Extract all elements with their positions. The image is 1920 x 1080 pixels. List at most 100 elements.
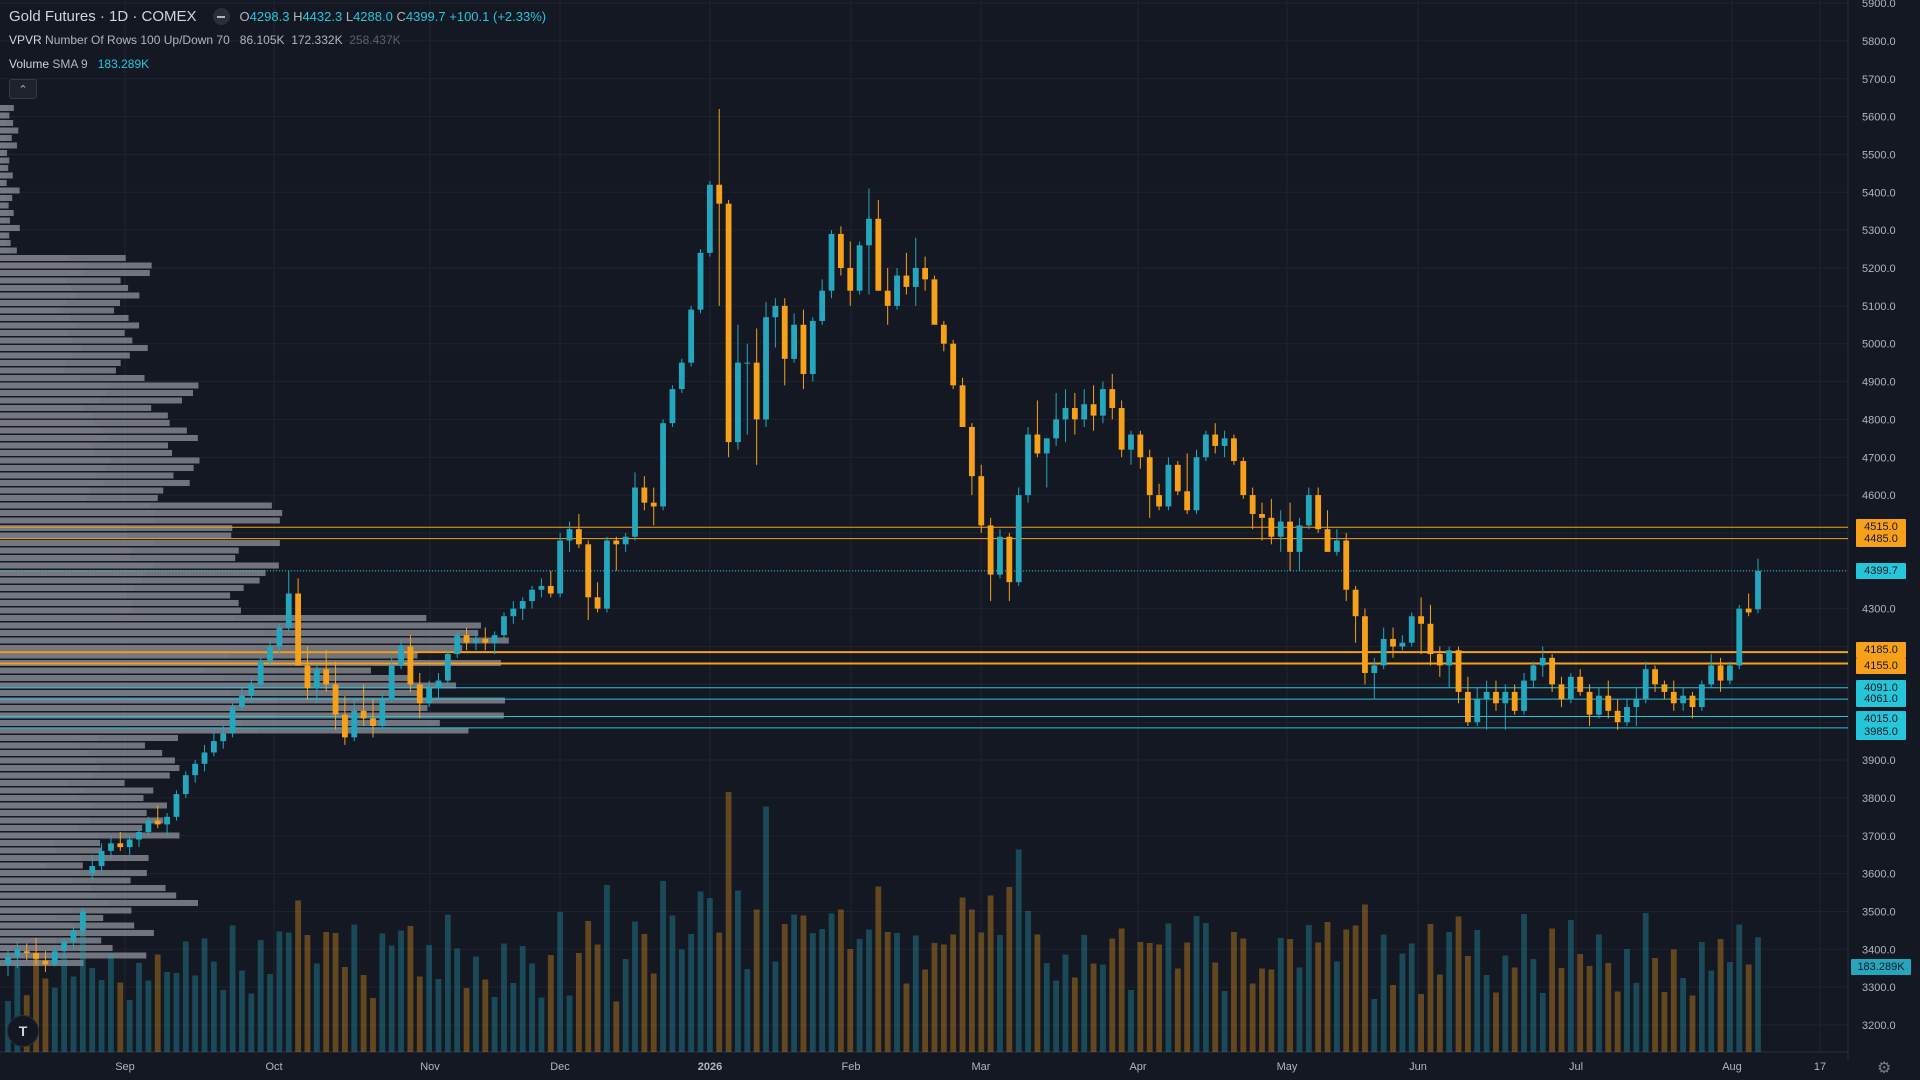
profile-row-up bbox=[0, 907, 73, 914]
candle-body bbox=[604, 540, 610, 609]
volume-bar bbox=[950, 934, 957, 1052]
volume-bar bbox=[145, 980, 152, 1052]
tradingview-logo[interactable]: T bbox=[7, 1015, 39, 1047]
profile-row-up bbox=[0, 352, 72, 359]
candle-body bbox=[866, 218, 872, 246]
profile-row-up bbox=[0, 630, 264, 636]
candle-body bbox=[1633, 699, 1640, 708]
volume-bar bbox=[1221, 991, 1228, 1052]
volume-bar bbox=[1034, 934, 1041, 1052]
price-tick-label: 3600.0 bbox=[1862, 869, 1896, 881]
profile-row-up bbox=[0, 127, 11, 134]
volume-bar bbox=[1586, 966, 1593, 1052]
time-tick-label: Mar bbox=[972, 1061, 991, 1073]
symbol-legend[interactable]: Gold Futures · 1D · COMEX O 4298.3 H 4432.… bbox=[9, 8, 546, 25]
candle-body bbox=[931, 279, 938, 325]
volume-bar bbox=[1259, 968, 1265, 1052]
candle-body bbox=[660, 423, 666, 507]
profile-row-up bbox=[0, 735, 98, 741]
vpvr-legend[interactable]: VPVR Number Of Rows 100 Up/Down 70 86.10… bbox=[9, 33, 401, 47]
candle-body bbox=[332, 684, 339, 715]
candle-body bbox=[285, 593, 292, 628]
volume-bar bbox=[809, 933, 816, 1052]
candle-body bbox=[1464, 691, 1471, 723]
profile-row-up bbox=[0, 157, 6, 164]
volume-bar bbox=[903, 983, 910, 1052]
volume-bar bbox=[1006, 887, 1013, 1052]
profile-row-up bbox=[0, 705, 236, 711]
profile-row-up bbox=[0, 457, 110, 464]
volume-legend[interactable]: Volume SMA 9 183.289K bbox=[9, 57, 149, 71]
candle-body bbox=[117, 843, 124, 848]
price-label: 183.289K bbox=[1851, 959, 1911, 975]
candle-body bbox=[501, 616, 507, 636]
candle-body bbox=[969, 426, 975, 477]
profile-row-up bbox=[0, 187, 11, 194]
logo-text: T bbox=[18, 1023, 28, 1039]
profile-row-up bbox=[0, 345, 82, 351]
candle-body bbox=[61, 941, 68, 952]
volume-bar bbox=[1146, 943, 1153, 1052]
volume-bar bbox=[295, 900, 302, 1052]
profile-row-up bbox=[0, 405, 84, 411]
candle-body bbox=[1202, 434, 1209, 458]
candle-body bbox=[903, 275, 910, 287]
time-axis[interactable]: Sep Oct Nov Dec 2026 Feb Mar Apr May Jun Jul Aug 17 bbox=[115, 1061, 1826, 1073]
profile-row-up bbox=[0, 375, 80, 381]
volume-bar bbox=[98, 980, 105, 1052]
candle-body bbox=[585, 544, 592, 598]
volume-bar bbox=[117, 982, 124, 1052]
volume-bar bbox=[1380, 934, 1387, 1052]
volume-name[interactable]: Volume bbox=[9, 57, 50, 71]
candle-body bbox=[1362, 616, 1368, 673]
chevron-up-icon: ⌃ bbox=[18, 83, 28, 96]
profile-row-up bbox=[0, 772, 94, 779]
volume-bar bbox=[1652, 958, 1658, 1052]
profile-row-up bbox=[0, 292, 77, 299]
volume-bar bbox=[257, 940, 264, 1052]
minus-icon[interactable] bbox=[212, 8, 230, 25]
vpvr-name[interactable]: VPVR bbox=[9, 33, 42, 47]
volume-bar bbox=[1521, 914, 1527, 1052]
price-axis[interactable]: 5900.0 5800.0 5700.0 5600.0 5500.0 5400.0 5300… bbox=[1862, 0, 1896, 1032]
price-label: 4155.0 bbox=[1856, 657, 1906, 674]
profile-row-up bbox=[0, 480, 105, 486]
profile-row-up bbox=[0, 390, 107, 396]
volume-bar bbox=[1464, 956, 1471, 1052]
candle-body bbox=[1071, 408, 1078, 420]
volume-bar bbox=[70, 976, 77, 1052]
volume-bar bbox=[482, 979, 489, 1052]
symbol-title[interactable]: Gold Futures · 1D · COMEX bbox=[9, 8, 197, 25]
candle-body bbox=[997, 536, 1003, 575]
candle-body bbox=[136, 831, 142, 840]
volume-bar bbox=[847, 949, 854, 1052]
profile-row-up bbox=[0, 315, 71, 321]
profile-row-up bbox=[0, 577, 143, 584]
gear-icon[interactable]: ⚙ bbox=[1877, 1060, 1892, 1077]
candle-body bbox=[1596, 695, 1602, 715]
profile-row-up bbox=[0, 892, 97, 899]
candle-body bbox=[575, 529, 582, 545]
profile-row-up bbox=[0, 817, 90, 824]
volume-bar bbox=[1231, 932, 1237, 1052]
candle-body bbox=[1305, 495, 1312, 526]
profile-row-up bbox=[0, 922, 74, 929]
profile-row-up bbox=[0, 330, 69, 336]
volume-bar bbox=[1174, 968, 1181, 1052]
volume-bar bbox=[987, 895, 994, 1052]
volume-bar bbox=[192, 975, 199, 1052]
collapse-legend-button[interactable]: ⌃ bbox=[9, 79, 37, 99]
profile-row-up bbox=[0, 360, 67, 366]
candle-body bbox=[229, 707, 236, 734]
candle-body bbox=[735, 362, 741, 443]
candle-body bbox=[1371, 665, 1378, 673]
price-tick-label: 5700.0 bbox=[1862, 74, 1896, 86]
profile-row-up bbox=[0, 675, 225, 681]
price-tick-label: 3300.0 bbox=[1862, 982, 1896, 994]
profile-row-up bbox=[0, 105, 8, 111]
profile-row-up bbox=[0, 585, 135, 591]
candle-body bbox=[1212, 434, 1219, 446]
candle-body bbox=[257, 661, 264, 685]
